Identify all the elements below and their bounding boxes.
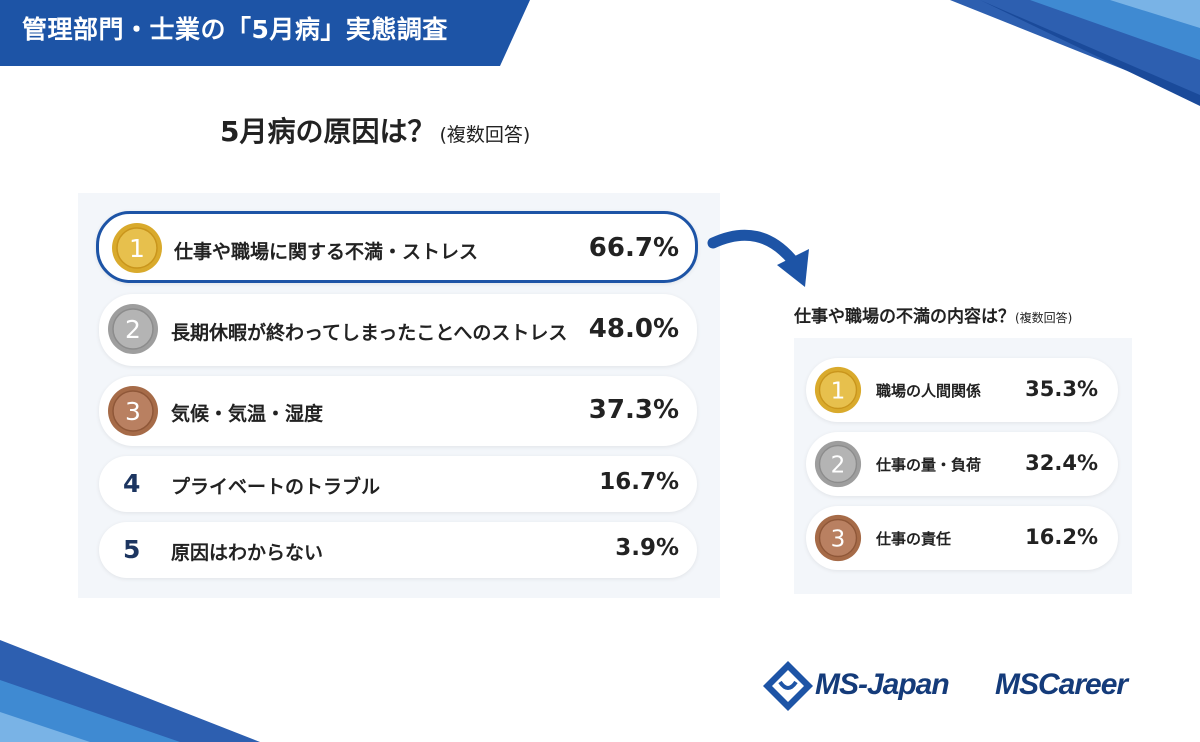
cause-label-5: 原因はわからない: [171, 542, 324, 564]
detail-label-1: 職場の人間関係: [876, 382, 982, 400]
page-title-text: 5月病の原因は？: [220, 115, 436, 148]
ms-career-logo: MSCareer: [995, 668, 1128, 701]
detail-row-3: 3 仕事の責任 16.2%: [806, 506, 1118, 570]
cause-value-5: 3.9%: [615, 535, 679, 561]
header-title: 管理部門・士業の「5月病」実態調査: [22, 15, 448, 44]
cause-rank-4: 4: [123, 469, 141, 498]
page-title: 5月病の原因は？ (複数回答): [220, 110, 530, 150]
cause-rank-5: 5: [123, 535, 141, 564]
sub-title-note: (複数回答): [1015, 311, 1073, 325]
cause-row-5: 5 原因はわからない 3.9%: [99, 522, 697, 578]
cause-value-2: 48.0%: [588, 314, 679, 344]
cause-value-1: 66.7%: [588, 233, 679, 263]
sub-title: 仕事や職場の不満の内容は？(複数回答): [794, 302, 1072, 327]
detail-value-2: 32.4%: [1025, 451, 1098, 475]
medal-rank-3: 3: [125, 397, 141, 426]
medal-rank-2: 2: [125, 315, 141, 344]
cause-label-2: 長期休暇が終わってしまったことへのストレス: [171, 322, 568, 344]
cause-row-4: 4 プライベートのトラブル 16.7%: [99, 456, 697, 512]
silver-medal-icon: 2: [108, 304, 158, 354]
detail-label-3: 仕事の責任: [876, 530, 952, 548]
bronze-medal-icon: 3: [108, 386, 158, 436]
detail-value-3: 16.2%: [1025, 525, 1098, 549]
detail-medal-rank-2: 2: [831, 452, 846, 478]
detail-medal-rank-3: 3: [831, 526, 846, 552]
detail-value-1: 35.3%: [1025, 377, 1098, 401]
gold-medal-icon: 1: [814, 366, 862, 414]
bronze-medal-icon: 3: [814, 514, 862, 562]
header-banner: [0, 0, 530, 66]
ms-japan-logo: MS-Japan: [815, 668, 950, 701]
medal-rank-1: 1: [129, 234, 145, 263]
page-title-note: (複数回答): [439, 124, 531, 146]
cause-row-1: 1 仕事や職場に関する不満・ストレス 66.7%: [96, 211, 698, 283]
cause-row-3: 3 気候・気温・湿度 37.3%: [99, 376, 697, 446]
detail-medal-rank-1: 1: [831, 378, 846, 404]
silver-medal-icon: 2: [814, 440, 862, 488]
detail-label-2: 仕事の量・負荷: [876, 456, 982, 474]
detail-row-2: 2 仕事の量・負荷 32.4%: [806, 432, 1118, 496]
gold-medal-icon: 1: [112, 223, 162, 273]
cause-label-1: 仕事や職場に関する不満・ストレス: [174, 241, 479, 263]
detail-row-1: 1 職場の人間関係 35.3%: [806, 358, 1118, 422]
cause-value-4: 16.7%: [599, 469, 679, 495]
cause-label-4: プライベートのトラブル: [171, 476, 381, 498]
cause-label-3: 気候・気温・湿度: [171, 403, 324, 425]
sub-title-text: 仕事や職場の不満の内容は？: [794, 307, 1015, 327]
cause-row-2: 2 長期休暇が終わってしまったことへのストレス 48.0%: [99, 294, 697, 366]
cause-value-3: 37.3%: [588, 395, 679, 425]
curved-arrow-icon: [707, 229, 809, 287]
ms-japan-logo-icon: [763, 661, 813, 711]
